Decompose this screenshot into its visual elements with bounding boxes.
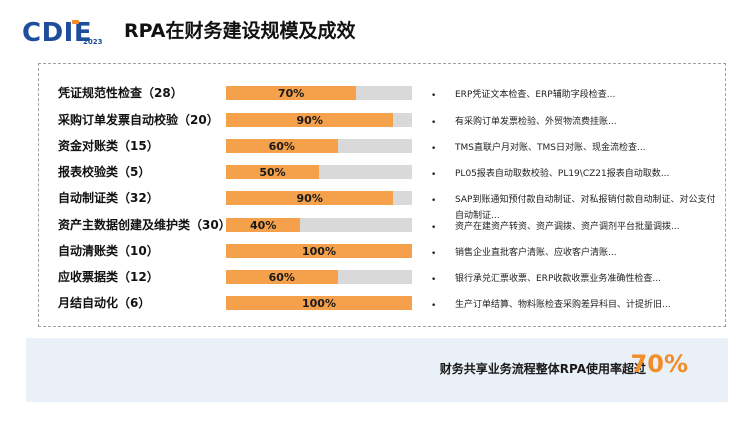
bar-value-label: 90% [296,191,323,205]
bullet-icon: • [431,118,437,128]
bar [226,270,338,284]
bar-track: 100% [226,244,412,258]
bar-description: PL05报表自动取数校验、PL19\CZ21报表自动取数... [455,169,670,179]
bar-value-label: 100% [302,244,336,258]
bullet-icon: • [431,301,437,311]
bullet-icon: • [431,275,437,285]
bar-description: SAP到账通知预付款自动制证、对私报销付款自动制证、对公支付自动制证... [455,195,716,221]
bar-track: 60% [226,139,412,153]
bar-category-label: 自动制证类（32） [58,191,159,205]
bar-category-label: 月结自动化（6） [58,296,151,310]
bar-description: TMS直联户月对账、TMS日对账、现金流检查... [455,143,646,153]
bar-description: 资产在建资产转资、资产调拨、资产调剂平台批量调拨... [455,222,680,232]
bar [226,86,357,100]
bar-value-label: 60% [268,270,295,284]
bar-description: 有采购订单发票检验、外贸物流费挂账... [455,117,617,127]
bullet-icon: • [431,91,437,101]
chart-panel [38,63,726,327]
logo-accent-mark [72,20,79,24]
bar-value-label: 50% [259,165,286,179]
bullet-icon: • [431,223,437,233]
bar [226,191,394,205]
bar-track: 40% [226,218,412,232]
bar [226,296,412,310]
bar-description: ERP凭证文本检查、ERP辅助字段检查... [455,90,616,100]
bar [226,165,319,179]
logo-year: 2023 [83,38,103,46]
bar-track: 70% [226,86,412,100]
bar-description: 银行承兑汇票收票、ERP收款收票业务准确性检查... [455,274,661,284]
bar-category-label: 采购订单发票自动校验（20） [58,113,219,127]
bar-value-label: 40% [250,218,277,232]
bullet-icon: • [431,170,437,180]
bar-value-label: 100% [302,296,336,310]
summary-text: 财务共享业务流程整体RPA使用率超过 [439,362,646,376]
logo-text: CDIE [22,18,93,48]
bar-category-label: 资金对账类（15） [58,139,159,153]
bar [226,218,301,232]
bar-track: 100% [226,296,412,310]
bar-category-label: 自动清账类（10） [58,244,159,258]
bar-value-label: 70% [277,86,305,100]
summary-banner: 财务共享业务流程整体RPA使用率超过 70% [26,338,728,402]
bullet-icon: • [431,196,437,206]
bar-category-label: 报表校验类（5） [58,165,151,179]
bar-category-label: 应收票据类（12） [58,270,159,284]
bar [226,113,394,127]
bar-category-label: 资产主数据创建及维护类（30） [58,218,231,232]
bar-track: 90% [226,113,412,127]
page-title: RPA在财务建设规模及成效 [124,20,356,42]
bar [226,139,338,153]
bar-track: 60% [226,270,412,284]
bar-description: 销售企业直批客户清账、应收客户清账... [455,248,617,258]
bar-category-label: 凭证规范性检查（28） [58,86,183,100]
bar-value-label: 60% [268,139,295,153]
bar-track: 90% [226,191,412,205]
summary-value: 70% [630,350,688,378]
bullet-icon: • [431,144,437,154]
bar-track: 50% [226,165,412,179]
bar-value-label: 90% [296,113,323,127]
bar-description: 生产订单结算、物料账检查采购差异科目、计提折旧... [455,300,671,310]
bullet-icon: • [431,249,437,259]
bar [226,244,412,258]
cdie-logo: CDIE 2023 [22,18,106,50]
